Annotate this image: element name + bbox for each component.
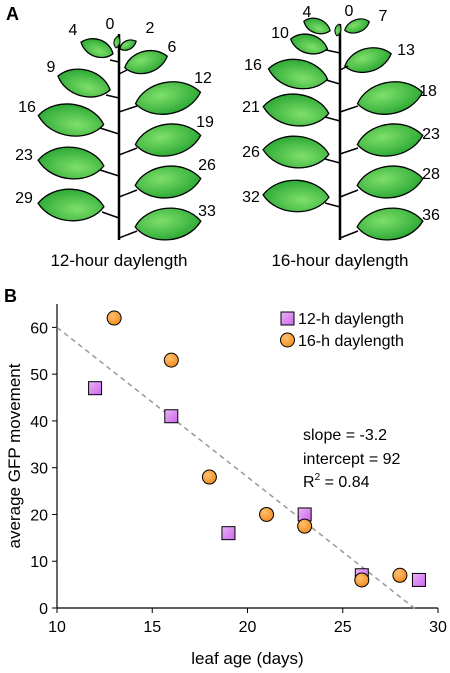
leaf-age-label: 19	[196, 114, 214, 131]
data-point-16h	[297, 518, 313, 534]
leaf-age-label: 33	[198, 203, 216, 220]
leaf-age-label: 4	[69, 22, 78, 39]
leaf-age-label: 32	[242, 189, 260, 206]
leaf-age-label: 36	[422, 207, 440, 224]
leaf	[80, 38, 114, 59]
leaf	[134, 207, 202, 241]
data-point-12h	[88, 381, 103, 396]
chart-marks	[88, 310, 426, 588]
leaf	[356, 207, 424, 241]
legend-label-12h: 12-h daylength	[298, 311, 404, 328]
leaf	[37, 188, 105, 222]
x-axis-title: leaf age (days)	[191, 649, 303, 668]
leaf-age-label: 10	[271, 25, 289, 42]
slope-label: slope = -3.2	[303, 427, 387, 444]
leaf-age-label: 26	[242, 144, 260, 161]
panel-b-label: B	[4, 286, 17, 306]
leaf	[124, 49, 169, 75]
data-point-16h	[259, 506, 275, 522]
legend-label-16h: 16-h daylength	[298, 333, 404, 350]
x-tick-label: 10	[48, 619, 66, 636]
intercept-label: intercept = 92	[303, 451, 401, 468]
y-tick-label: 50	[30, 367, 48, 384]
data-point-16h	[392, 567, 408, 583]
data-point-12h	[221, 526, 236, 541]
leaf	[289, 33, 329, 55]
leaf	[119, 39, 137, 51]
y-tick-label: 60	[30, 320, 48, 337]
leaf-bud	[113, 35, 121, 49]
leaf	[262, 135, 330, 169]
trendline	[56, 326, 416, 610]
leaf	[37, 103, 105, 137]
leaf-age-label: 21	[242, 99, 260, 116]
leaf	[57, 68, 111, 98]
x-tick-label: 25	[334, 619, 352, 636]
data-point-16h	[201, 469, 217, 485]
x-tick-label: 20	[239, 619, 257, 636]
regression-stats: slope = -3.2 intercept = 92 R2 = 0.84	[303, 427, 401, 491]
leaf-age-label: 23	[422, 126, 440, 143]
leaf	[344, 47, 392, 74]
panel-a-plant-diagrams: 0 4 9 16 23 29 2 6 12 19 26 33 12-hour d…	[15, 3, 440, 270]
y-tick-label: 0	[39, 601, 48, 618]
leaf-age-label: 6	[168, 39, 177, 56]
data-point-12h	[411, 572, 426, 587]
leaf-age-label: 16	[18, 99, 36, 116]
data-point-12h	[164, 409, 179, 424]
leaf	[262, 93, 330, 127]
x-tick-label: 15	[143, 619, 161, 636]
panel-a-label: A	[6, 4, 19, 24]
leaf	[356, 81, 424, 115]
leaf-age-label: 0	[345, 3, 354, 20]
plant-12h: 0 4 9 16 23 29 2 6 12 19 26 33 12-hour d…	[15, 16, 216, 270]
legend-marker-12h	[280, 311, 295, 326]
leaf-age-label: 26	[198, 157, 216, 174]
leaf-age-label: 0	[106, 16, 115, 33]
plant-caption: 12-hour daylength	[50, 251, 187, 270]
leaf	[37, 146, 105, 180]
y-axis-title: average GFP movement	[5, 363, 24, 548]
leaf-age-label: 2	[146, 20, 155, 37]
leaf-age-label: 29	[15, 190, 33, 207]
chart-legend: 12-h daylength 16-h daylength	[280, 311, 404, 350]
leaf-age-label: 23	[15, 147, 33, 164]
leaf	[134, 123, 202, 157]
trendline-layer	[56, 326, 416, 610]
plant-16h: 0 4 10 16 21 26 32 7 13 18 23 28 36 16-h…	[242, 3, 440, 270]
leaf	[134, 81, 202, 115]
leaf	[303, 17, 331, 35]
leaf-age-label: 4	[303, 4, 312, 21]
leaf	[344, 18, 370, 34]
y-tick-label: 30	[30, 461, 48, 478]
data-point-16h	[163, 352, 179, 368]
leaf-age-label: 18	[419, 83, 437, 100]
x-tick-label: 30	[429, 619, 447, 636]
leaf-age-label: 16	[244, 57, 262, 74]
leaf-age-label: 9	[47, 59, 56, 76]
leaf-age-label: 28	[422, 166, 440, 183]
y-tick-label: 10	[30, 554, 48, 571]
y-tick-label: 20	[30, 507, 48, 524]
leaf	[262, 179, 330, 213]
y-tick-label: 40	[30, 414, 48, 431]
leaf-age-label: 7	[379, 8, 388, 25]
leaf	[356, 123, 424, 157]
r-squared-label: R2 = 0.84	[303, 472, 370, 491]
leaf-age-label: 12	[194, 70, 212, 87]
leaf	[267, 58, 329, 90]
leaf	[356, 165, 424, 199]
legend-marker-16h	[280, 332, 295, 348]
leaf	[134, 165, 202, 199]
leaf-age-label: 13	[397, 42, 415, 59]
leaf-bud	[334, 23, 342, 37]
plant-caption: 16-hour daylength	[271, 251, 408, 270]
data-point-16h	[354, 572, 370, 588]
data-point-16h	[106, 310, 122, 326]
